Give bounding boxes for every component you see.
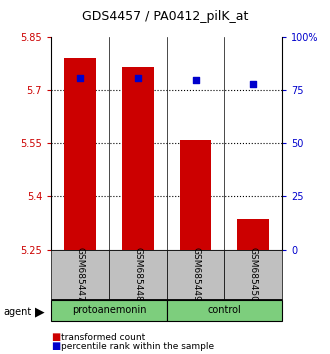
Text: percentile rank within the sample: percentile rank within the sample <box>61 342 214 351</box>
Point <box>193 77 198 82</box>
Text: protoanemonin: protoanemonin <box>72 306 146 315</box>
Text: ■: ■ <box>51 341 60 351</box>
Text: ▶: ▶ <box>35 306 44 319</box>
Bar <box>167 250 224 299</box>
Bar <box>51 250 109 299</box>
Bar <box>167 300 282 321</box>
Point <box>77 75 82 80</box>
Bar <box>64 58 96 250</box>
Bar <box>122 67 154 250</box>
Text: ■: ■ <box>51 332 60 342</box>
Text: transformed count: transformed count <box>61 332 145 342</box>
Bar <box>180 140 212 250</box>
Text: GSM685448: GSM685448 <box>133 247 142 302</box>
Bar <box>109 250 167 299</box>
Bar <box>224 250 282 299</box>
Bar <box>237 219 269 250</box>
Bar <box>51 300 167 321</box>
Text: control: control <box>208 306 241 315</box>
Text: GSM685449: GSM685449 <box>191 247 200 302</box>
Text: GDS4457 / PA0412_pilK_at: GDS4457 / PA0412_pilK_at <box>82 10 248 23</box>
Point <box>251 81 256 87</box>
Text: agent: agent <box>3 307 32 317</box>
Text: GSM685450: GSM685450 <box>249 247 258 302</box>
Text: GSM685447: GSM685447 <box>76 247 84 302</box>
Point <box>135 75 140 80</box>
